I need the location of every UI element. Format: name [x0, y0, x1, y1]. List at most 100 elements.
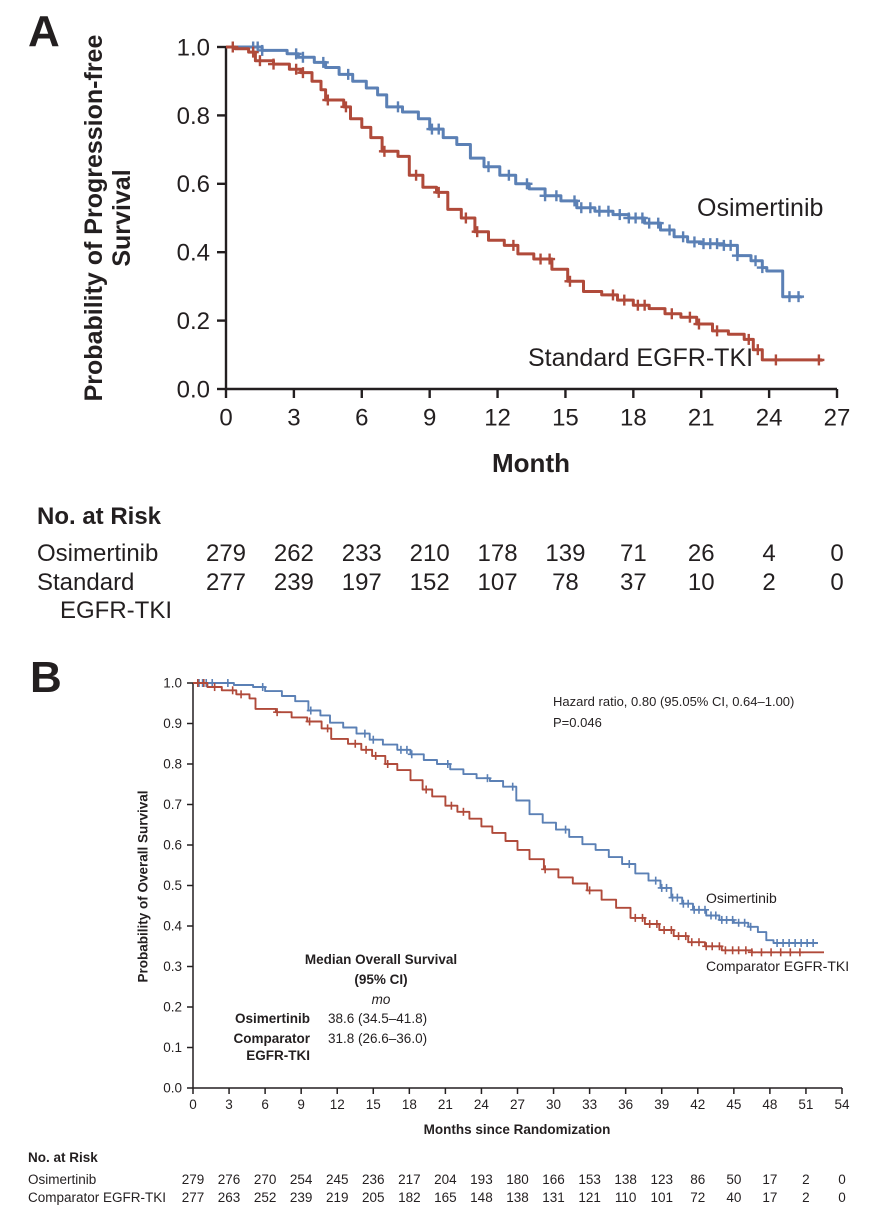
panel-b-risk-cell: 204: [434, 1172, 457, 1187]
panel-b-risk-cell: 121: [578, 1190, 601, 1205]
panel-a-x-tick-label: 9: [423, 405, 436, 432]
panel-a-risk-cell: 37: [619, 569, 647, 596]
panel-a-risk-cell: 107: [477, 569, 518, 596]
panel-a-y-tick-label: 0.4: [177, 240, 210, 267]
panel-b-y-tick-label: 0.5: [163, 878, 182, 893]
panel-a-risk-row-label-osimertinib: Osimertinib: [37, 540, 159, 567]
panel-b-hazard-ratio-text: Hazard ratio, 0.80 (95.05% CI, 0.64–1.00…: [553, 694, 795, 709]
panel-b-x-tick-label: 6: [261, 1097, 269, 1112]
panel-b-risk-cell: 148: [470, 1190, 493, 1205]
panel-b-median-label-osimertinib: Osimertinib: [234, 1011, 310, 1026]
panel-a-risk-cell: 262: [273, 540, 314, 567]
panel-b-risk-cell: 279: [181, 1172, 205, 1187]
panel-b-axis: [192, 683, 842, 1089]
panel-a-osimertinib-curve: [226, 45, 803, 299]
panel-a-x-tick-label: 21: [688, 405, 715, 432]
panel-b-median-label-egfr-tki: EGFR-TKI: [246, 1048, 310, 1063]
panel-b-risk-cell: 165: [434, 1190, 457, 1205]
panel-b-risk-cell: 138: [614, 1172, 637, 1187]
panel-b-risk-cell: 236: [362, 1172, 385, 1187]
panel-a-risk-cell: 78: [552, 569, 579, 596]
panel-b-x-tick-label: 45: [726, 1097, 741, 1112]
panel-b-median-label-comparator: Comparator: [233, 1031, 310, 1046]
panel-b-risk-cell: 180: [506, 1172, 529, 1187]
panel-b-osimertinib-curve-label: Osimertinib: [706, 890, 777, 906]
panel-b-risk-cell: 219: [325, 1190, 349, 1205]
panel-b-x-tick-label: 33: [582, 1097, 597, 1112]
panel-b-y-tick-label: 0.2: [163, 1000, 182, 1015]
panel-b-x-tick-label: 30: [546, 1097, 561, 1112]
panel-a-risk-cell: 239: [273, 569, 314, 596]
panel-b-p-value-text: P=0.046: [553, 715, 602, 730]
panel-a-risk-cell: 152: [409, 569, 450, 596]
panel-a-risk-row-label-standard: Standard: [37, 569, 135, 596]
panel-b-hazard-annotation: Hazard ratio, 0.80 (95.05% CI, 0.64–1.00…: [553, 691, 794, 733]
panel-a-osimertinib-curve-label: Osimertinib: [697, 194, 824, 222]
panel-a-letter: A: [28, 7, 60, 56]
panel-a-x-tick-label: 0: [219, 405, 232, 432]
panel-a-risk-table-header: No. at Risk: [37, 503, 162, 530]
panel-a-risk-cell: 26: [687, 540, 715, 567]
panel-a-y-tick-label: 0.6: [177, 171, 210, 198]
panel-b-y-tick-label: 0.3: [163, 959, 182, 974]
panel-a-risk-cell: 178: [477, 540, 518, 567]
panel-b-risk-cell: 0: [838, 1190, 846, 1205]
panel-b-risk-cell: 217: [398, 1172, 421, 1187]
panel-b-x-axis-title: Months since Randomization: [423, 1122, 611, 1137]
panel-b-comparator-egfr-tki-curve-label: Comparator EGFR-TKI: [706, 958, 850, 974]
panel-b-risk-cell: 40: [726, 1190, 742, 1205]
panel-b-y-tick-label: 0.7: [163, 797, 182, 812]
panel-a-risk-cell: 0: [830, 569, 844, 596]
panel-b-risk-row-label-comparator: Comparator EGFR-TKI: [28, 1190, 167, 1205]
panel-b-risk-cell: 277: [181, 1190, 205, 1205]
panel-a-risk-cell: 279: [205, 540, 247, 567]
panel-a-x-tick-label: 24: [756, 405, 783, 432]
panel-b-risk-cell: 2: [802, 1190, 810, 1205]
panel-a-risk-cell: 0: [830, 540, 844, 567]
panel-b-risk-cell: 17: [762, 1172, 778, 1187]
panel-b-x-tick-label: 18: [402, 1097, 417, 1112]
panel-b-risk-cell: 254: [289, 1172, 313, 1187]
panel-b-risk-cell: 153: [578, 1172, 601, 1187]
panel-b-risk-table-header: No. at Risk: [28, 1150, 98, 1165]
panel-b-x-tick-label: 51: [798, 1097, 813, 1112]
panel-b-median-inset-title: Median Overall Survival: [304, 952, 458, 967]
panel-b-x-tick-label: 9: [297, 1097, 305, 1112]
panel-b-y-tick-label: 0.4: [163, 919, 182, 934]
panel-b-risk-cell: 50: [726, 1172, 742, 1187]
panel-b-risk-cell: 263: [217, 1190, 241, 1205]
panel-b-risk-cell: 101: [650, 1190, 673, 1205]
panel-a-x-tick-label: 15: [552, 405, 579, 432]
panel-b-risk-cell: 252: [253, 1190, 277, 1205]
panel-b-x-tick-label: 12: [330, 1097, 345, 1112]
panel-b-risk-cell: 166: [542, 1172, 565, 1187]
panel-b-x-tick-label: 48: [762, 1097, 777, 1112]
panel-a-y-tick-label: 0.2: [177, 308, 210, 335]
panel-a-y-axis-title: Probability of Progression-free Survival: [80, 18, 136, 418]
panel-b-risk-cell: 276: [217, 1172, 241, 1187]
panel-b-median-inset-subtitle: (95% CI): [354, 972, 408, 987]
panel-b-risk-cell: 86: [690, 1172, 706, 1187]
panel-b-x-tick-label: 24: [474, 1097, 490, 1112]
panel-b-risk-cell: 72: [690, 1190, 706, 1205]
panel-a-x-tick-label: 3: [287, 405, 300, 432]
panel-b-median-value-comparator: 31.8 (26.6–36.0): [328, 1031, 428, 1046]
panel-b-risk-cell: 123: [650, 1172, 673, 1187]
panel-b-x-tick-label: 21: [438, 1097, 453, 1112]
panel-b-letter: B: [30, 653, 62, 702]
panel-b-median-value-osimertinib: 38.6 (34.5–41.8): [328, 1011, 428, 1026]
panel-a-x-tick-label: 12: [484, 405, 511, 432]
panel-a-risk-cell: 139: [545, 540, 586, 567]
panel-b-x-tick-label: 3: [225, 1097, 233, 1112]
panel-b-y-tick-label: 1.0: [163, 676, 182, 691]
panel-b-risk-cell: 138: [506, 1190, 529, 1205]
panel-b-risk-cell: 245: [325, 1172, 349, 1187]
panel-b-x-tick-label: 0: [189, 1097, 197, 1112]
panel-b-x-tick-label: 15: [366, 1097, 381, 1112]
panel-b-risk-cell: 110: [614, 1190, 637, 1205]
panel-a-y-axis-title-line2: Survival: [108, 169, 136, 267]
panel-b-y-tick-label: 0.1: [163, 1040, 182, 1055]
panel-b-risk-cell: 193: [470, 1172, 493, 1187]
